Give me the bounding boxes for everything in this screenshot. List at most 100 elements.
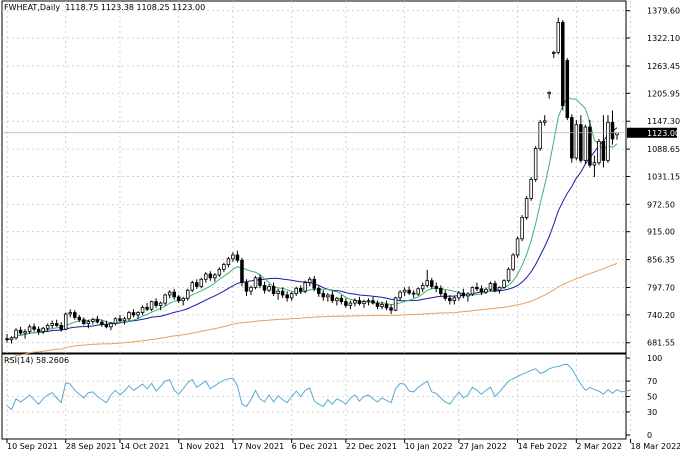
candle-body: [439, 287, 443, 294]
candle-body: [172, 291, 176, 298]
candle-body: [131, 312, 136, 316]
candle-body: [50, 323, 54, 326]
candle-body: [190, 282, 195, 291]
candle-body: [357, 300, 362, 304]
candle-body: [73, 312, 77, 318]
candle-body: [353, 300, 357, 304]
candle-body: [258, 277, 262, 286]
candle-body: [104, 324, 109, 328]
candle-body: [14, 329, 18, 339]
candle-body: [362, 301, 366, 304]
candle-body: [511, 254, 515, 270]
price-axis-tick-label: 1088.65: [647, 145, 680, 154]
ma-medium-line: [6, 127, 618, 341]
candle-body: [204, 273, 208, 280]
candle-body: [538, 121, 542, 149]
time-axis-tick-label: 2 Mar 2022: [576, 442, 622, 451]
candle-body: [231, 254, 235, 260]
candle-body: [529, 178, 533, 199]
candle-body: [335, 297, 339, 302]
time-axis-tick-label: 14 Oct 2021: [120, 442, 169, 451]
candle-body: [36, 328, 41, 332]
candle-body: [488, 283, 493, 290]
price-axis-tick-label: 740.20: [647, 311, 675, 320]
candle-body: [493, 283, 497, 291]
candle-body: [321, 293, 326, 298]
time-axis-tick-label: 18 Mar 2022: [631, 442, 680, 451]
rsi-axis-tick-label: 0: [647, 431, 652, 440]
rsi-header: RSI(14) 58.2606: [4, 356, 70, 365]
candle-body: [271, 286, 276, 294]
candle-body: [556, 22, 561, 53]
candle-body: [317, 287, 321, 294]
candle-body: [213, 274, 217, 279]
candle-body: [154, 301, 158, 306]
ohlc-label: 1118.75 1123.38 1108.25 1123.00: [65, 3, 206, 12]
candle-body: [18, 329, 23, 334]
candle-body: [235, 254, 240, 261]
candle-body: [289, 293, 294, 299]
symbol-label: FWHEAT,Daily: [4, 3, 61, 12]
time-axis-tick-label: 17 Nov 2021: [233, 442, 284, 451]
candle-body: [375, 302, 380, 307]
candle-body: [167, 291, 172, 296]
candle-body: [113, 318, 118, 324]
time-axis-tick-label: 1 Nov 2021: [179, 442, 225, 451]
candle-body: [348, 302, 353, 306]
candle-body: [452, 297, 457, 302]
candle-body: [195, 282, 199, 287]
candle-body: [402, 289, 407, 293]
current-price-tag: [627, 127, 677, 138]
price-axis-tick-label: 797.70: [647, 283, 675, 292]
candle-body: [565, 60, 570, 118]
ma-short-line: [6, 97, 618, 341]
price-axis-tick-label: 915.00: [647, 228, 675, 237]
ma-long-line: [6, 262, 618, 361]
candle-body: [398, 291, 402, 299]
time-axis-tick-label: 6 Dec 2021: [292, 442, 338, 451]
candle-body: [448, 297, 452, 302]
candle-body: [339, 297, 344, 303]
candle-body: [86, 321, 91, 324]
candle-body: [429, 280, 434, 287]
candle-body: [497, 286, 502, 291]
candle-body: [371, 300, 375, 304]
candle-body: [533, 148, 538, 180]
candle-body: [122, 318, 127, 322]
candle-body: [226, 258, 231, 265]
candle-body: [109, 323, 113, 328]
candle-body: [570, 117, 574, 159]
candle-body: [551, 51, 556, 54]
candle-body: [484, 288, 488, 293]
candle-body: [95, 319, 100, 323]
candle-body: [330, 294, 335, 302]
candle-body: [240, 259, 244, 284]
candle-body: [158, 302, 163, 306]
candle-body: [520, 217, 524, 240]
candle-body: [601, 140, 606, 161]
candle-body: [416, 288, 420, 295]
candle-body: [91, 319, 95, 323]
time-axis-tick-label: 14 Feb 2022: [518, 442, 568, 451]
candle-body: [574, 124, 579, 159]
candle-body: [506, 268, 511, 282]
candle-body: [470, 286, 475, 295]
candle-body: [32, 326, 36, 330]
candle-body: [475, 286, 479, 290]
candle-body: [389, 307, 393, 311]
price-header: FWHEAT,Daily 1118.75 1123.38 1108.25 112…: [4, 3, 205, 12]
candle-body: [366, 300, 371, 303]
candle-body: [380, 304, 384, 307]
candle-body: [217, 268, 222, 276]
candle-body: [502, 280, 506, 288]
candle-body: [583, 126, 588, 161]
candle-body: [542, 120, 547, 123]
candle-body: [41, 327, 45, 332]
price-axis-tick-label: 1322.10: [647, 34, 680, 43]
candle-body: [294, 287, 298, 294]
candle-body: [524, 198, 529, 218]
candle-body: [597, 140, 601, 164]
candle-body: [163, 294, 167, 304]
candle-body: [249, 286, 253, 292]
